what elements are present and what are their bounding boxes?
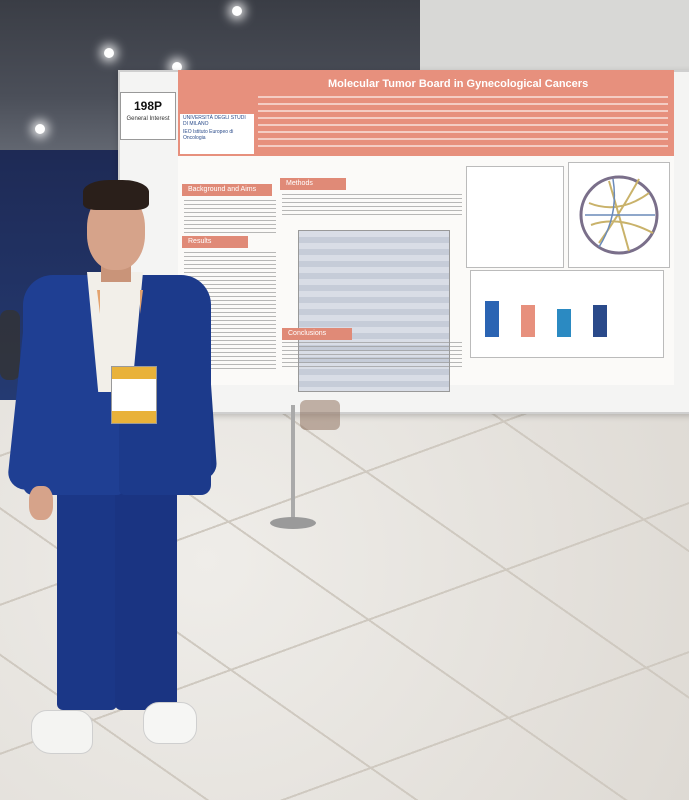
- ceiling-light: [172, 62, 182, 72]
- board-number-card: 198P General Interest: [120, 92, 176, 140]
- section-conclusions: Conclusions: [282, 328, 352, 340]
- chart-bar: [557, 309, 571, 337]
- poster-stand-pole: [291, 405, 295, 525]
- hair: [83, 180, 149, 210]
- trouser-leg: [115, 480, 177, 710]
- chart-bar: [521, 305, 535, 337]
- hand: [29, 486, 53, 520]
- figure-bar-chart: [470, 270, 664, 358]
- methods-text: [282, 194, 462, 218]
- chord-diagram-graphic: [579, 175, 659, 255]
- board-number: 198P: [133, 99, 163, 113]
- white-sneaker: [143, 702, 197, 744]
- section-background: Background and Aims: [182, 184, 272, 196]
- ceiling-light: [232, 6, 242, 16]
- section-results: Results: [182, 236, 248, 248]
- conclusions-text: [282, 342, 462, 368]
- back-wall: [420, 0, 689, 80]
- badge-stripe: [112, 411, 156, 423]
- chart-bar: [485, 301, 499, 337]
- figure-chord-diagram: [568, 162, 670, 268]
- trouser-leg: [57, 480, 117, 710]
- section-methods: Methods: [280, 178, 346, 190]
- figure-genomic-alterations: [466, 166, 564, 268]
- university-logo: UNIVERSITÀ DEGLI STUDI DI MILANO: [183, 115, 246, 127]
- background-person: [0, 310, 20, 380]
- white-sneaker: [31, 710, 93, 754]
- poster-stand-base: [270, 517, 316, 529]
- background-people: [300, 400, 340, 430]
- background-text: [184, 200, 276, 236]
- name-badge: [111, 366, 157, 424]
- board-category: General Interest: [126, 116, 170, 122]
- chart-bar: [593, 305, 607, 337]
- scientific-poster: Molecular Tumor Board in Gynecological C…: [178, 70, 674, 392]
- ceiling-light: [104, 48, 114, 58]
- badge-stripe: [112, 367, 156, 379]
- ieo-logo: IEO Istituto Europeo di Oncologia: [183, 129, 234, 141]
- institution-logos: UNIVERSITÀ DEGLI STUDI DI MILANO IEO Ist…: [180, 114, 254, 154]
- author-list: [258, 96, 668, 150]
- poster-title: Molecular Tumor Board in Gynecological C…: [328, 78, 589, 90]
- presenter-person: [6, 180, 218, 780]
- ceiling-light: [35, 124, 45, 134]
- poster-header: Molecular Tumor Board in Gynecological C…: [178, 70, 674, 156]
